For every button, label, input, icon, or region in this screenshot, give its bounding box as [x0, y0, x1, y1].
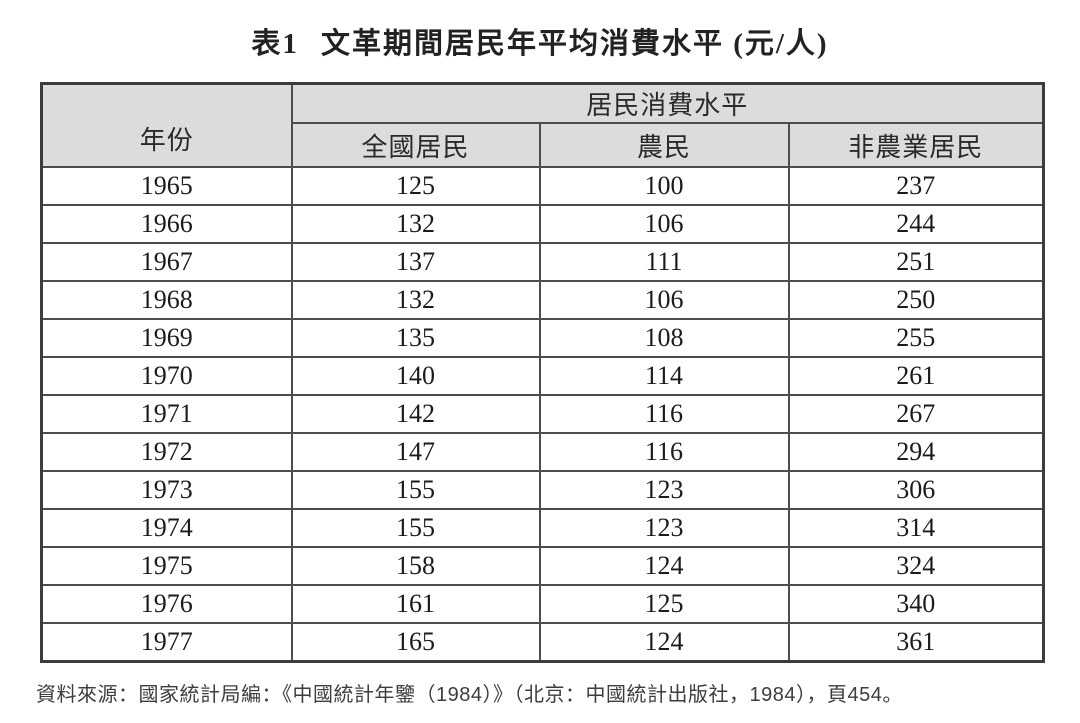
- value-cell: 155: [290, 508, 541, 548]
- year-cell: 1968: [40, 280, 293, 320]
- value-cell: 116: [538, 432, 790, 472]
- value-cell: 306: [787, 470, 1045, 510]
- table-row: 1975 158 124 324: [40, 546, 1045, 586]
- value-cell: 137: [290, 242, 541, 282]
- year-cell: 1975: [40, 546, 293, 586]
- value-cell: 155: [290, 470, 541, 510]
- year-cell: 1969: [40, 318, 293, 358]
- year-cell: 1977: [40, 622, 293, 662]
- value-cell: 124: [538, 622, 790, 662]
- value-cell: 161: [290, 584, 541, 624]
- group-header: 居民消費水平: [290, 82, 1045, 124]
- column-header-1: 全國居民: [290, 122, 541, 168]
- value-cell: 132: [290, 204, 541, 244]
- value-cell: 111: [538, 242, 790, 282]
- table-row: 1968 132 106 250: [40, 280, 1045, 320]
- value-cell: 294: [787, 432, 1045, 472]
- table-body: 1965 125 100 237 1966 132 106 244 1967 137 111 251 1…: [40, 166, 1045, 662]
- table-row: 1974 155 123 314: [40, 508, 1045, 548]
- value-cell: 142: [290, 394, 541, 434]
- year-cell: 1970: [40, 356, 293, 396]
- year-cell: 1974: [40, 508, 293, 548]
- sub-header-row: 全國居民 農民 非農業居民: [42, 122, 1045, 168]
- value-cell: 255: [787, 318, 1045, 358]
- table-row: 1971 142 116 267: [40, 394, 1045, 434]
- value-cell: 125: [290, 166, 541, 206]
- value-cell: 100: [538, 166, 790, 206]
- column-header-2: 農民: [538, 122, 790, 168]
- value-cell: 132: [290, 280, 541, 320]
- value-cell: 123: [538, 508, 790, 548]
- value-cell: 124: [538, 546, 790, 586]
- value-cell: 114: [538, 356, 790, 396]
- column-header-3: 非農業居民: [787, 122, 1045, 168]
- value-cell: 250: [787, 280, 1045, 320]
- value-cell: 165: [290, 622, 541, 662]
- value-cell: 261: [787, 356, 1045, 396]
- source-note: 資料來源：國家統計局編：《中國統計年鑒（1984）》（北京：中國統計出版社，19…: [36, 683, 903, 706]
- year-cell: 1972: [40, 432, 293, 472]
- value-cell: 340: [787, 584, 1045, 624]
- value-cell: 244: [787, 204, 1045, 244]
- value-cell: 158: [290, 546, 541, 586]
- value-cell: 147: [290, 432, 541, 472]
- value-cell: 125: [538, 584, 790, 624]
- table-row: 1970 140 114 261: [40, 356, 1045, 396]
- table-row: 1967 137 111 251: [40, 242, 1045, 282]
- table-number-label: 表1: [251, 28, 299, 60]
- value-cell: 361: [787, 622, 1045, 662]
- value-cell: 140: [290, 356, 541, 396]
- year-cell: 1967: [40, 242, 293, 282]
- year-cell: 1971: [40, 394, 293, 434]
- value-cell: 106: [538, 280, 790, 320]
- table-row: 1976 161 125 340: [40, 584, 1045, 624]
- table-header: 年份 居民消費水平 全國居民 農民 非農業居民: [40, 82, 1045, 168]
- table-row: 1965 125 100 237: [40, 166, 1045, 206]
- table-row: 1966 132 106 244: [40, 204, 1045, 244]
- table-row: 1973 155 123 306: [40, 470, 1045, 510]
- consumption-table: 年份 居民消費水平 全國居民 農民 非農業居民 1965 125 100 237 1966 1…: [40, 82, 1046, 663]
- value-cell: 108: [538, 318, 790, 358]
- value-cell: 135: [290, 318, 541, 358]
- year-cell: 1966: [40, 204, 293, 244]
- year-column-header: 年份: [40, 82, 293, 168]
- value-cell: 123: [538, 470, 790, 510]
- table-title: 表1 文革期間居民年平均消費水平 (元/人): [0, 20, 1080, 62]
- table-row: 1972 147 116 294: [40, 432, 1045, 472]
- value-cell: 267: [787, 394, 1045, 434]
- value-cell: 324: [787, 546, 1045, 586]
- value-cell: 251: [787, 242, 1045, 282]
- year-cell: 1976: [40, 584, 293, 624]
- table-title-text: 文革期間居民年平均消費水平 (元/人): [320, 28, 829, 60]
- table-row: 1977 165 124 361: [40, 622, 1045, 662]
- value-cell: 237: [787, 166, 1045, 206]
- value-cell: 106: [538, 204, 790, 244]
- group-header-row: 年份 居民消費水平: [40, 82, 1045, 168]
- year-cell: 1973: [40, 470, 293, 510]
- value-cell: 116: [538, 394, 790, 434]
- year-cell: 1965: [40, 166, 293, 206]
- table-row: 1969 135 108 255: [40, 318, 1045, 358]
- value-cell: 314: [787, 508, 1045, 548]
